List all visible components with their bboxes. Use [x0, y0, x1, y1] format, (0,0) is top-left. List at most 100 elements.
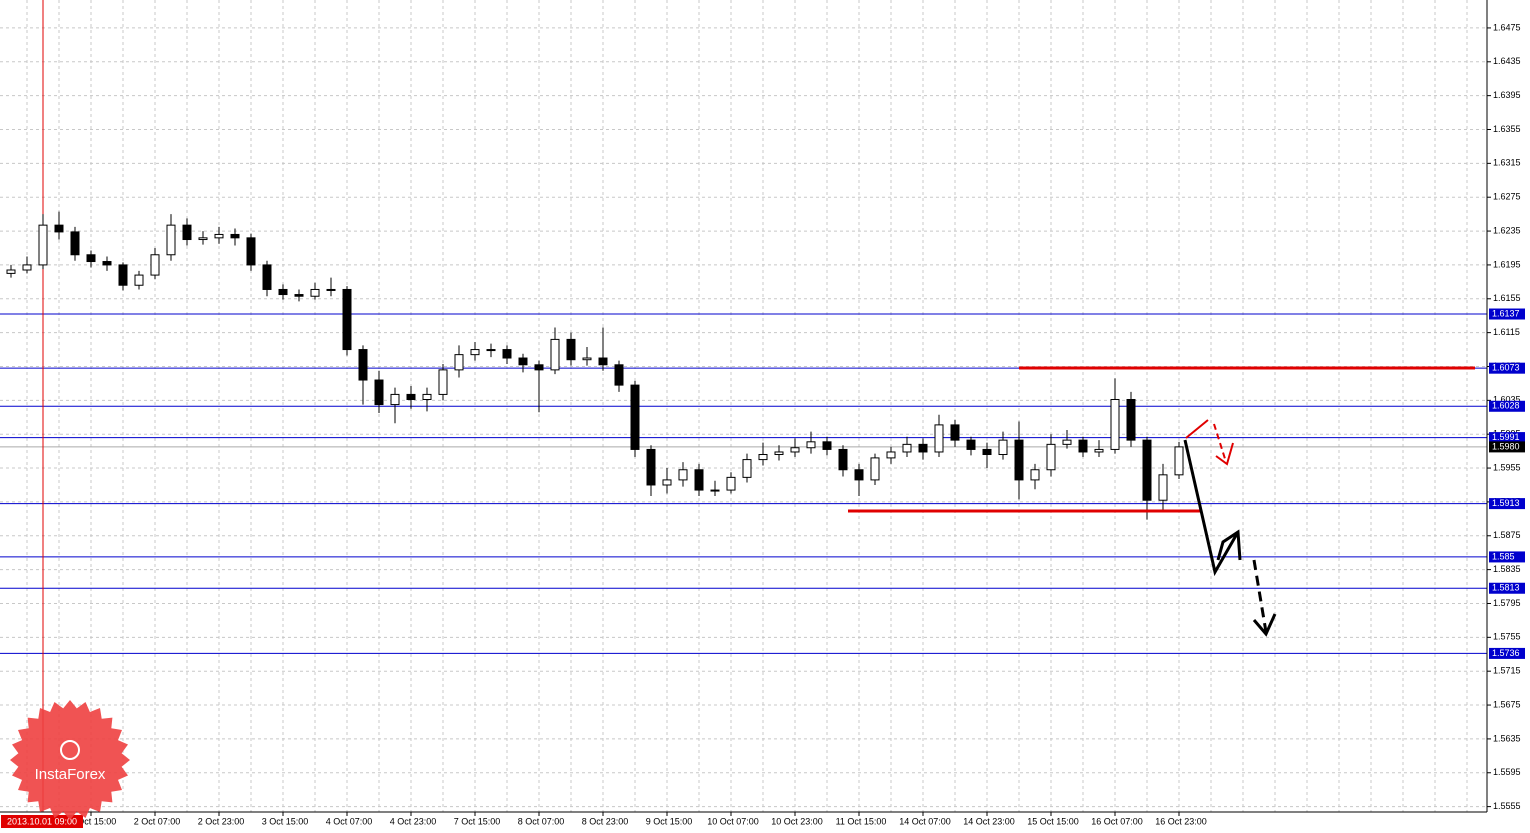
- level-label-bg: [1489, 362, 1525, 374]
- candle-body: [1142, 439, 1152, 501]
- candle-body: [502, 349, 512, 359]
- candle-body: [118, 264, 128, 286]
- candle-body: [102, 261, 112, 266]
- y-tick-label: 1.6195: [1493, 259, 1521, 269]
- candle-body: [1078, 439, 1088, 453]
- level-label-bg: [1489, 582, 1525, 594]
- x-tick-label: 10 Oct 23:00: [771, 816, 823, 826]
- candle-body: [614, 364, 624, 386]
- candle-body: [998, 439, 1008, 456]
- y-tick-label: 1.6395: [1493, 90, 1521, 100]
- candle-body: [758, 454, 768, 461]
- x-tick-label: 7 Oct 15:00: [454, 816, 501, 826]
- current-price-bg: [1489, 441, 1525, 453]
- level-label: 1.5991: [1492, 432, 1520, 442]
- candle-body: [582, 357, 592, 361]
- candle-body: [150, 254, 160, 276]
- y-tick-label: 1.6475: [1493, 22, 1521, 32]
- candle-body: [342, 288, 352, 351]
- candle-body: [678, 469, 688, 481]
- candle-body: [310, 288, 320, 297]
- x-tick-label: 4 Oct 07:00: [326, 816, 373, 826]
- candle-body: [1030, 469, 1040, 481]
- y-tick-label: 1.5755: [1493, 632, 1521, 642]
- level-label-bg: [1489, 647, 1525, 659]
- candle-body: [54, 224, 64, 233]
- candle-body: [518, 357, 528, 366]
- logo: InstaForex: [10, 700, 130, 820]
- candle-body: [406, 393, 416, 400]
- level-label: 1.5813: [1492, 583, 1520, 593]
- candle-body: [390, 393, 400, 406]
- candle-body: [934, 424, 944, 453]
- candle-body: [630, 384, 640, 450]
- x-tick-label: 16 Oct 23:00: [1155, 816, 1207, 826]
- candle-body: [438, 369, 448, 395]
- alt-arrow-head: [1215, 442, 1234, 466]
- x-tick-label: 2 Oct 07:00: [134, 816, 181, 826]
- y-tick-label: 1.5955: [1493, 462, 1521, 472]
- level-label-bg: [1489, 432, 1525, 444]
- candle-body: [358, 349, 368, 381]
- candle-body: [838, 448, 848, 471]
- x-tick-label: 15 Oct 15:00: [1027, 816, 1079, 826]
- logo-icon: [60, 740, 80, 760]
- level-label-bg: [1489, 308, 1525, 320]
- candle-body: [726, 476, 736, 491]
- candle-body: [294, 294, 304, 297]
- candle-body: [38, 224, 48, 266]
- candle-body: [6, 269, 16, 274]
- candle-body: [422, 393, 432, 400]
- x-tick-label: 2 Oct 23:00: [198, 816, 245, 826]
- candle-body: [566, 338, 576, 361]
- candle-body: [198, 237, 208, 241]
- y-tick-label: 1.6315: [1493, 158, 1521, 168]
- forecast-dashed-head: [1252, 613, 1277, 637]
- level-label-bg: [1489, 551, 1525, 563]
- candle-body: [870, 457, 880, 481]
- crosshair-label: 2013.10.01 09:00: [7, 816, 77, 826]
- candle-body: [982, 448, 992, 456]
- x-tick-label: 4 Oct 23:00: [390, 816, 437, 826]
- candle-body: [1062, 439, 1072, 445]
- candle-body: [1110, 398, 1120, 450]
- logo-text: InstaForex: [35, 766, 106, 783]
- candle-body: [790, 447, 800, 453]
- candle-body: [854, 469, 864, 481]
- candle-body: [950, 424, 960, 441]
- candle-body: [1094, 448, 1104, 453]
- y-tick-label: 1.6355: [1493, 124, 1521, 134]
- candle-body: [742, 459, 752, 478]
- y-tick-label: 1.5715: [1493, 666, 1521, 676]
- candle-body: [134, 274, 144, 286]
- candle-body: [86, 254, 96, 263]
- y-tick-label: 1.6435: [1493, 56, 1521, 66]
- labels: 1.6137 1.6073 1.6028 1.5991 1.5913 1.585 1.581…: [1489, 308, 1525, 659]
- x-tick-label: 10 Oct 07:00: [707, 816, 759, 826]
- candle-body: [1174, 446, 1184, 476]
- y-tick-label: 1.5875: [1493, 530, 1521, 540]
- candle-body: [1126, 398, 1136, 441]
- y-tick-label: 1.5635: [1493, 733, 1521, 743]
- alt-arrow: [1185, 419, 1209, 439]
- x-tick-label: 3 Oct 15:00: [262, 816, 309, 826]
- y-tick-label: 1.5555: [1493, 801, 1521, 811]
- candle-body: [70, 231, 80, 256]
- candle-body: [550, 338, 560, 371]
- candle-body: [646, 448, 656, 486]
- level-label: 1.5913: [1492, 498, 1520, 508]
- candle-body: [486, 349, 496, 352]
- x-tick-label: 16 Oct 07:00: [1091, 816, 1143, 826]
- level-label: 1.6137: [1492, 308, 1520, 318]
- level-label: 1.6028: [1492, 401, 1520, 411]
- candle-body: [454, 354, 464, 371]
- level-label-bg: [1489, 400, 1525, 412]
- candle-body: [806, 441, 816, 449]
- candle-body: [886, 451, 896, 459]
- candle-body: [1046, 443, 1056, 471]
- y-tick-label: 1.5795: [1493, 598, 1521, 608]
- x-tick-label: 11 Oct 15:00: [836, 816, 887, 826]
- x-tick-label: 14 Oct 23:00: [963, 816, 1015, 826]
